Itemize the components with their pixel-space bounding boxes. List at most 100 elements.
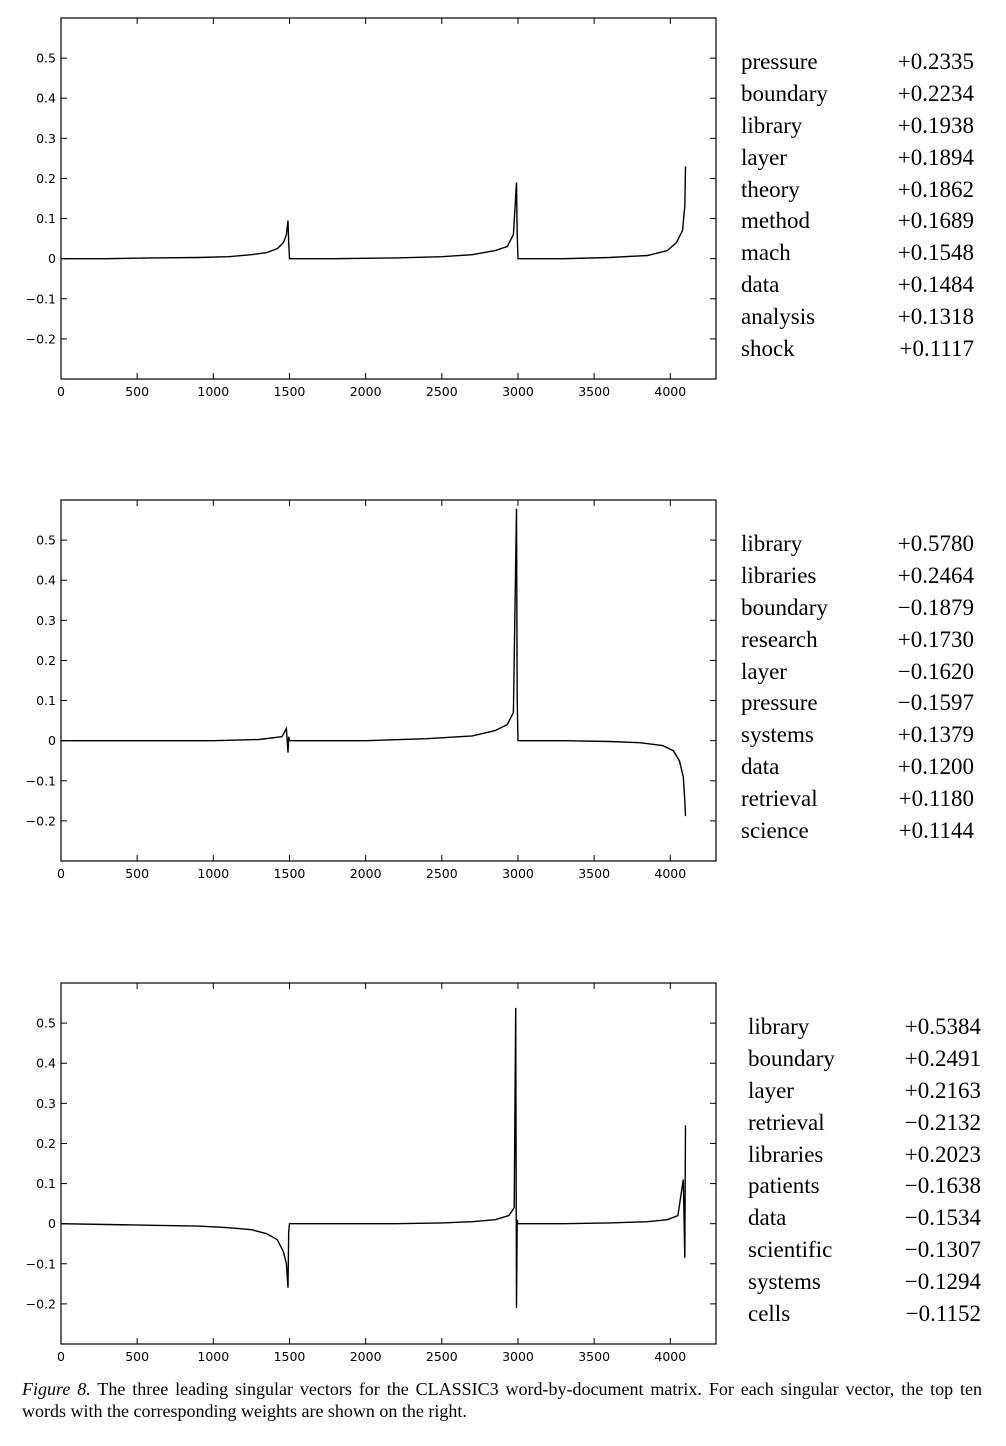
word-label: retrieval xyxy=(748,1109,825,1135)
x-tick-label: 3500 xyxy=(578,866,610,881)
word-weight: +0.1318 xyxy=(897,304,974,330)
word-weight: +0.1548 xyxy=(897,240,974,266)
word-label: theory xyxy=(741,176,800,202)
x-tick-label: 500 xyxy=(125,866,149,881)
plot-frame xyxy=(60,17,717,380)
x-tick-label: 2500 xyxy=(426,1349,458,1364)
y-tick-label: 0.3 xyxy=(36,1096,56,1111)
word-label: library xyxy=(741,112,803,138)
word-weight-table-3: library +0.5384 boundary +0.2491 layer +0.216… xyxy=(748,1011,981,1330)
figure-caption: Figure 8. The three leading singular vec… xyxy=(22,1378,982,1422)
word-label: scientific xyxy=(748,1237,833,1263)
x-tick-label: 2000 xyxy=(350,1349,382,1364)
x-tick-label: 0 xyxy=(57,1349,65,1364)
word-row: data +0.1200 xyxy=(741,751,974,783)
x-tick-label: 3500 xyxy=(578,1349,610,1364)
word-row: layer −0.1620 xyxy=(741,656,974,688)
x-tick-label: 2000 xyxy=(350,384,382,399)
word-label: boundary xyxy=(741,594,828,620)
y-tick-label: 0.4 xyxy=(36,91,56,106)
y-tick-label: 0.1 xyxy=(36,693,56,708)
word-label: layer xyxy=(748,1077,794,1103)
word-weight: −0.1597 xyxy=(897,690,974,716)
y-tick-label: −0.2 xyxy=(26,331,56,346)
word-weight: +0.1484 xyxy=(897,272,974,298)
word-row: boundary +0.2234 xyxy=(741,78,974,110)
y-tick-label: 0.2 xyxy=(36,1136,56,1151)
word-weight: +0.1894 xyxy=(897,144,974,170)
x-tick-label: 1500 xyxy=(274,384,306,399)
word-weight: −0.1638 xyxy=(904,1173,981,1199)
y-tick-label: 0.3 xyxy=(36,131,56,146)
word-row: pressure +0.2335 xyxy=(741,46,974,78)
y-tick-label: 0.3 xyxy=(36,613,56,628)
word-label: cells xyxy=(748,1301,791,1327)
y-tick-label: −0.1 xyxy=(26,291,56,306)
word-label: mach xyxy=(741,240,791,266)
x-tick-label: 0 xyxy=(57,384,65,399)
y-tick-label: 0.5 xyxy=(36,51,56,66)
x-tick-label: 2500 xyxy=(426,384,458,399)
plot-frame xyxy=(60,982,717,1345)
word-row: layer +0.2163 xyxy=(748,1075,981,1107)
word-weight: +0.1144 xyxy=(898,818,974,844)
word-weight: +0.2464 xyxy=(897,562,974,588)
word-weight-table-1: pressure +0.2335 boundary +0.2234 library +0.… xyxy=(741,46,974,365)
singular-vector-panel-3: 0 500 1000 1500 2000 2500 3000 3500 4000 −0.2 −0.1… xyxy=(0,965,1006,1385)
y-tick-label: −0.1 xyxy=(26,773,56,788)
word-weight: +0.1379 xyxy=(897,722,974,748)
word-weight: +0.1938 xyxy=(897,112,974,138)
y-tick-label: 0 xyxy=(48,1216,56,1231)
word-weight: +0.1730 xyxy=(897,626,974,652)
word-label: libraries xyxy=(748,1141,824,1167)
word-weight: +0.2023 xyxy=(904,1141,981,1167)
word-weight: +0.2491 xyxy=(904,1045,981,1071)
word-label: systems xyxy=(741,722,814,748)
word-weight: +0.5384 xyxy=(904,1014,981,1039)
word-weight: −0.2132 xyxy=(904,1109,981,1135)
x-tick-label: 4000 xyxy=(654,1349,686,1364)
word-weight: +0.2163 xyxy=(904,1077,981,1103)
word-row: pressure −0.1597 xyxy=(741,687,974,719)
x-tick-label: 2500 xyxy=(426,866,458,881)
word-label: library xyxy=(741,531,803,556)
singular-vector-panel-1: 0 500 1000 1500 2000 2500 3000 3500 4000 −0.2 −0.1… xyxy=(0,0,1006,420)
word-weight: +0.5780 xyxy=(897,531,974,556)
y-tick-label: 0.4 xyxy=(36,1056,56,1071)
x-tick-label: 3000 xyxy=(502,866,534,881)
plot-frame xyxy=(60,499,717,862)
figure-label: Figure 8. xyxy=(22,1379,91,1399)
word-label: patients xyxy=(748,1173,820,1199)
word-row: library +0.5780 xyxy=(741,528,974,560)
word-row: retrieval −0.2132 xyxy=(748,1107,981,1139)
y-tick-label: 0.2 xyxy=(36,653,56,668)
y-tick-label: 0.2 xyxy=(36,171,56,186)
x-tick-label: 4000 xyxy=(654,384,686,399)
word-row: scientific −0.1307 xyxy=(748,1234,981,1266)
chart-3: 0 500 1000 1500 2000 2500 3000 3500 4000 −0.2 −0.1… xyxy=(26,982,717,1364)
word-row: boundary −0.1879 xyxy=(741,592,974,624)
word-label: boundary xyxy=(748,1045,835,1071)
y-tick-label: −0.1 xyxy=(26,1256,56,1271)
word-weight: +0.2234 xyxy=(897,80,974,106)
y-tick-label: −0.2 xyxy=(26,813,56,828)
word-row: libraries +0.2464 xyxy=(741,560,974,592)
singular-vector-line xyxy=(60,1007,687,1308)
x-tick-label: 3000 xyxy=(502,384,534,399)
chart-1: 0 500 1000 1500 2000 2500 3000 3500 4000 −0.2 −0.1… xyxy=(26,17,717,399)
x-tick-label: 500 xyxy=(125,384,149,399)
x-tick-label: 1500 xyxy=(274,1349,306,1364)
y-tick-label: 0.5 xyxy=(36,533,56,548)
word-weight: −0.1152 xyxy=(905,1301,981,1327)
x-tick-label: 1000 xyxy=(197,866,229,881)
word-row: patients −0.1638 xyxy=(748,1170,981,1202)
word-weight: −0.1294 xyxy=(904,1269,981,1295)
word-label: data xyxy=(741,754,780,780)
word-weight: −0.1620 xyxy=(897,658,974,684)
x-tick-label: 3500 xyxy=(578,384,610,399)
y-tick-label: −0.2 xyxy=(26,1296,56,1311)
word-label: systems xyxy=(748,1269,821,1295)
y-tick-label: 0 xyxy=(48,733,56,748)
y-tick-label: 0.5 xyxy=(36,1016,56,1031)
x-tick-label: 500 xyxy=(125,1349,149,1364)
